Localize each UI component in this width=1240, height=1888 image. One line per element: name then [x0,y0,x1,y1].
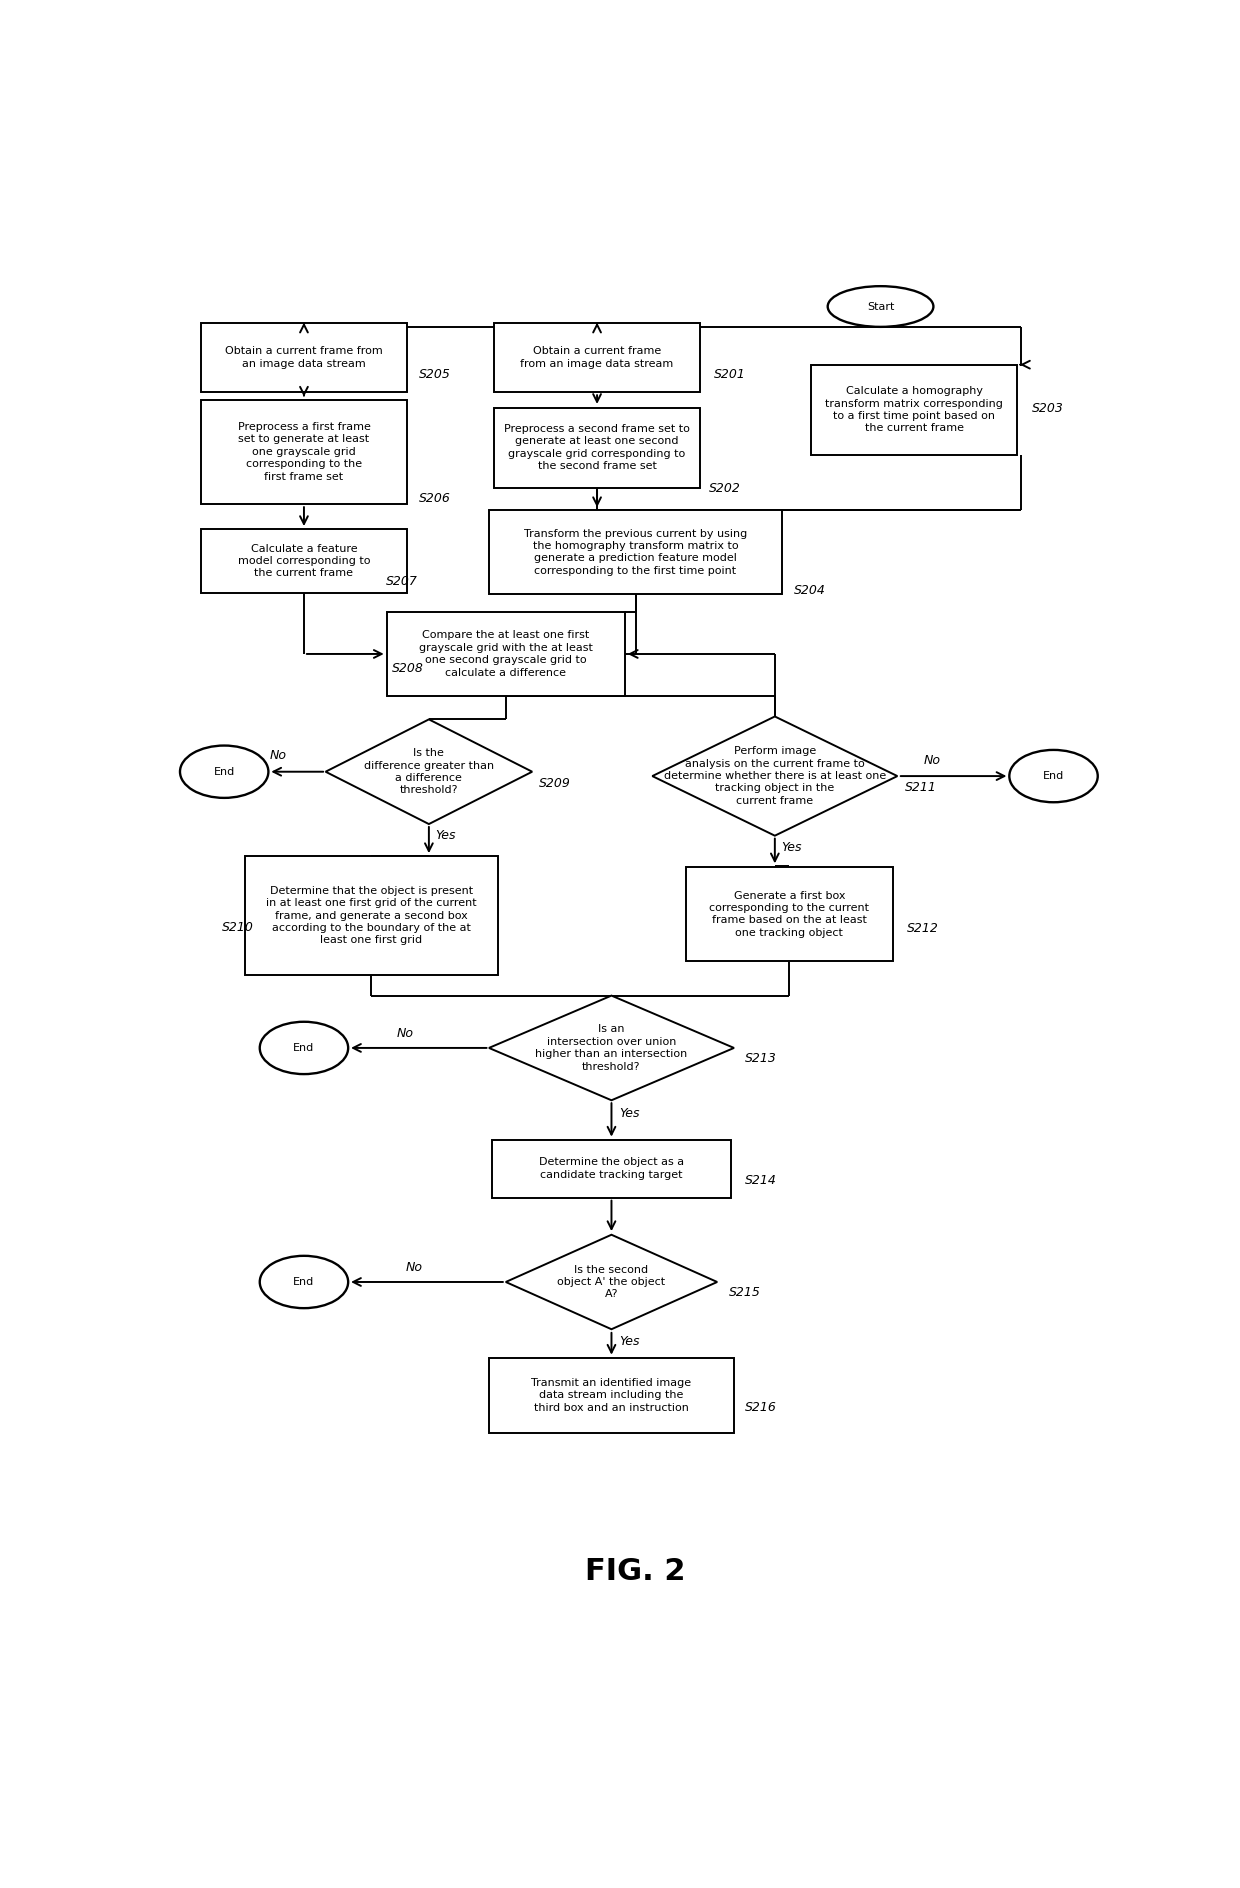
Text: Generate a first box
corresponding to the current
frame based on the at least
on: Generate a first box corresponding to th… [709,891,869,938]
Text: S208: S208 [392,663,424,676]
Text: Preprocess a first frame
set to generate at least
one grayscale grid
correspondi: Preprocess a first frame set to generate… [238,423,371,481]
Text: S201: S201 [714,368,746,381]
Text: S206: S206 [419,493,451,504]
Text: End: End [1043,770,1064,782]
FancyBboxPatch shape [494,323,701,393]
Text: No: No [397,1027,413,1040]
Text: S202: S202 [708,481,740,495]
Text: Calculate a feature
model corresponding to
the current frame: Calculate a feature model corresponding … [238,544,371,578]
Text: Is the
difference greater than
a difference
threshold?: Is the difference greater than a differe… [363,748,494,795]
Text: S212: S212 [906,921,939,935]
FancyBboxPatch shape [686,867,893,961]
FancyBboxPatch shape [201,323,407,393]
Text: Yes: Yes [435,829,456,842]
Text: Calculate a homography
transform matrix corresponding
to a first time point base: Calculate a homography transform matrix … [826,387,1003,434]
FancyBboxPatch shape [201,400,407,504]
Text: Transmit an identified image
data stream including the
third box and an instruct: Transmit an identified image data stream… [532,1378,692,1412]
Text: Is an
intersection over union
higher than an intersection
threshold?: Is an intersection over union higher tha… [536,1025,688,1072]
Text: End: End [294,1042,315,1054]
Ellipse shape [259,1021,348,1074]
Text: Determine that the object is present
in at least one first grid of the current
f: Determine that the object is present in … [265,885,476,946]
Text: Is the second
object A' the object
A?: Is the second object A' the object A? [558,1265,666,1299]
Text: FIG. 2: FIG. 2 [585,1558,686,1586]
Text: Compare the at least one first
grayscale grid with the at least
one second grays: Compare the at least one first grayscale… [419,631,593,678]
Text: Obtain a current frame
from an image data stream: Obtain a current frame from an image dat… [521,346,673,368]
Text: Obtain a current frame from
an image data stream: Obtain a current frame from an image dat… [226,346,383,368]
Polygon shape [506,1235,717,1329]
Ellipse shape [259,1256,348,1308]
Ellipse shape [827,287,934,327]
Text: Yes: Yes [781,840,802,853]
Polygon shape [326,719,532,823]
Text: Transform the previous current by using
the homography transform matrix to
gener: Transform the previous current by using … [523,529,748,576]
Text: S211: S211 [905,782,936,795]
Polygon shape [652,716,898,836]
Text: S209: S209 [539,776,572,789]
Text: S203: S203 [1032,402,1064,415]
Text: S213: S213 [745,1052,777,1065]
FancyBboxPatch shape [489,510,782,595]
Text: End: End [294,1276,315,1288]
Polygon shape [489,995,734,1101]
Text: S205: S205 [419,368,451,381]
Text: S216: S216 [745,1401,777,1414]
Text: Determine the object as a
candidate tracking target: Determine the object as a candidate trac… [539,1157,684,1180]
Ellipse shape [180,746,268,799]
Text: S210: S210 [222,921,254,935]
Text: S204: S204 [794,583,826,597]
Text: Yes: Yes [619,1106,640,1120]
Ellipse shape [1009,750,1097,802]
FancyBboxPatch shape [387,612,625,697]
Text: No: No [924,753,941,767]
Text: Preprocess a second frame set to
generate at least one second
grayscale grid cor: Preprocess a second frame set to generat… [505,425,689,472]
Text: S207: S207 [386,574,418,587]
FancyBboxPatch shape [494,408,701,487]
Text: Start: Start [867,302,894,312]
FancyBboxPatch shape [811,364,1018,455]
Text: Perform image
analysis on the current frame to
determine whether there is at lea: Perform image analysis on the current fr… [663,746,885,806]
Text: S214: S214 [745,1174,777,1188]
FancyBboxPatch shape [201,529,407,593]
Text: No: No [405,1261,423,1274]
FancyBboxPatch shape [244,855,497,976]
Text: No: No [269,750,286,763]
FancyBboxPatch shape [492,1140,730,1197]
Text: S215: S215 [729,1286,760,1299]
Text: End: End [213,767,234,776]
FancyBboxPatch shape [489,1357,734,1433]
Text: Yes: Yes [619,1335,640,1348]
